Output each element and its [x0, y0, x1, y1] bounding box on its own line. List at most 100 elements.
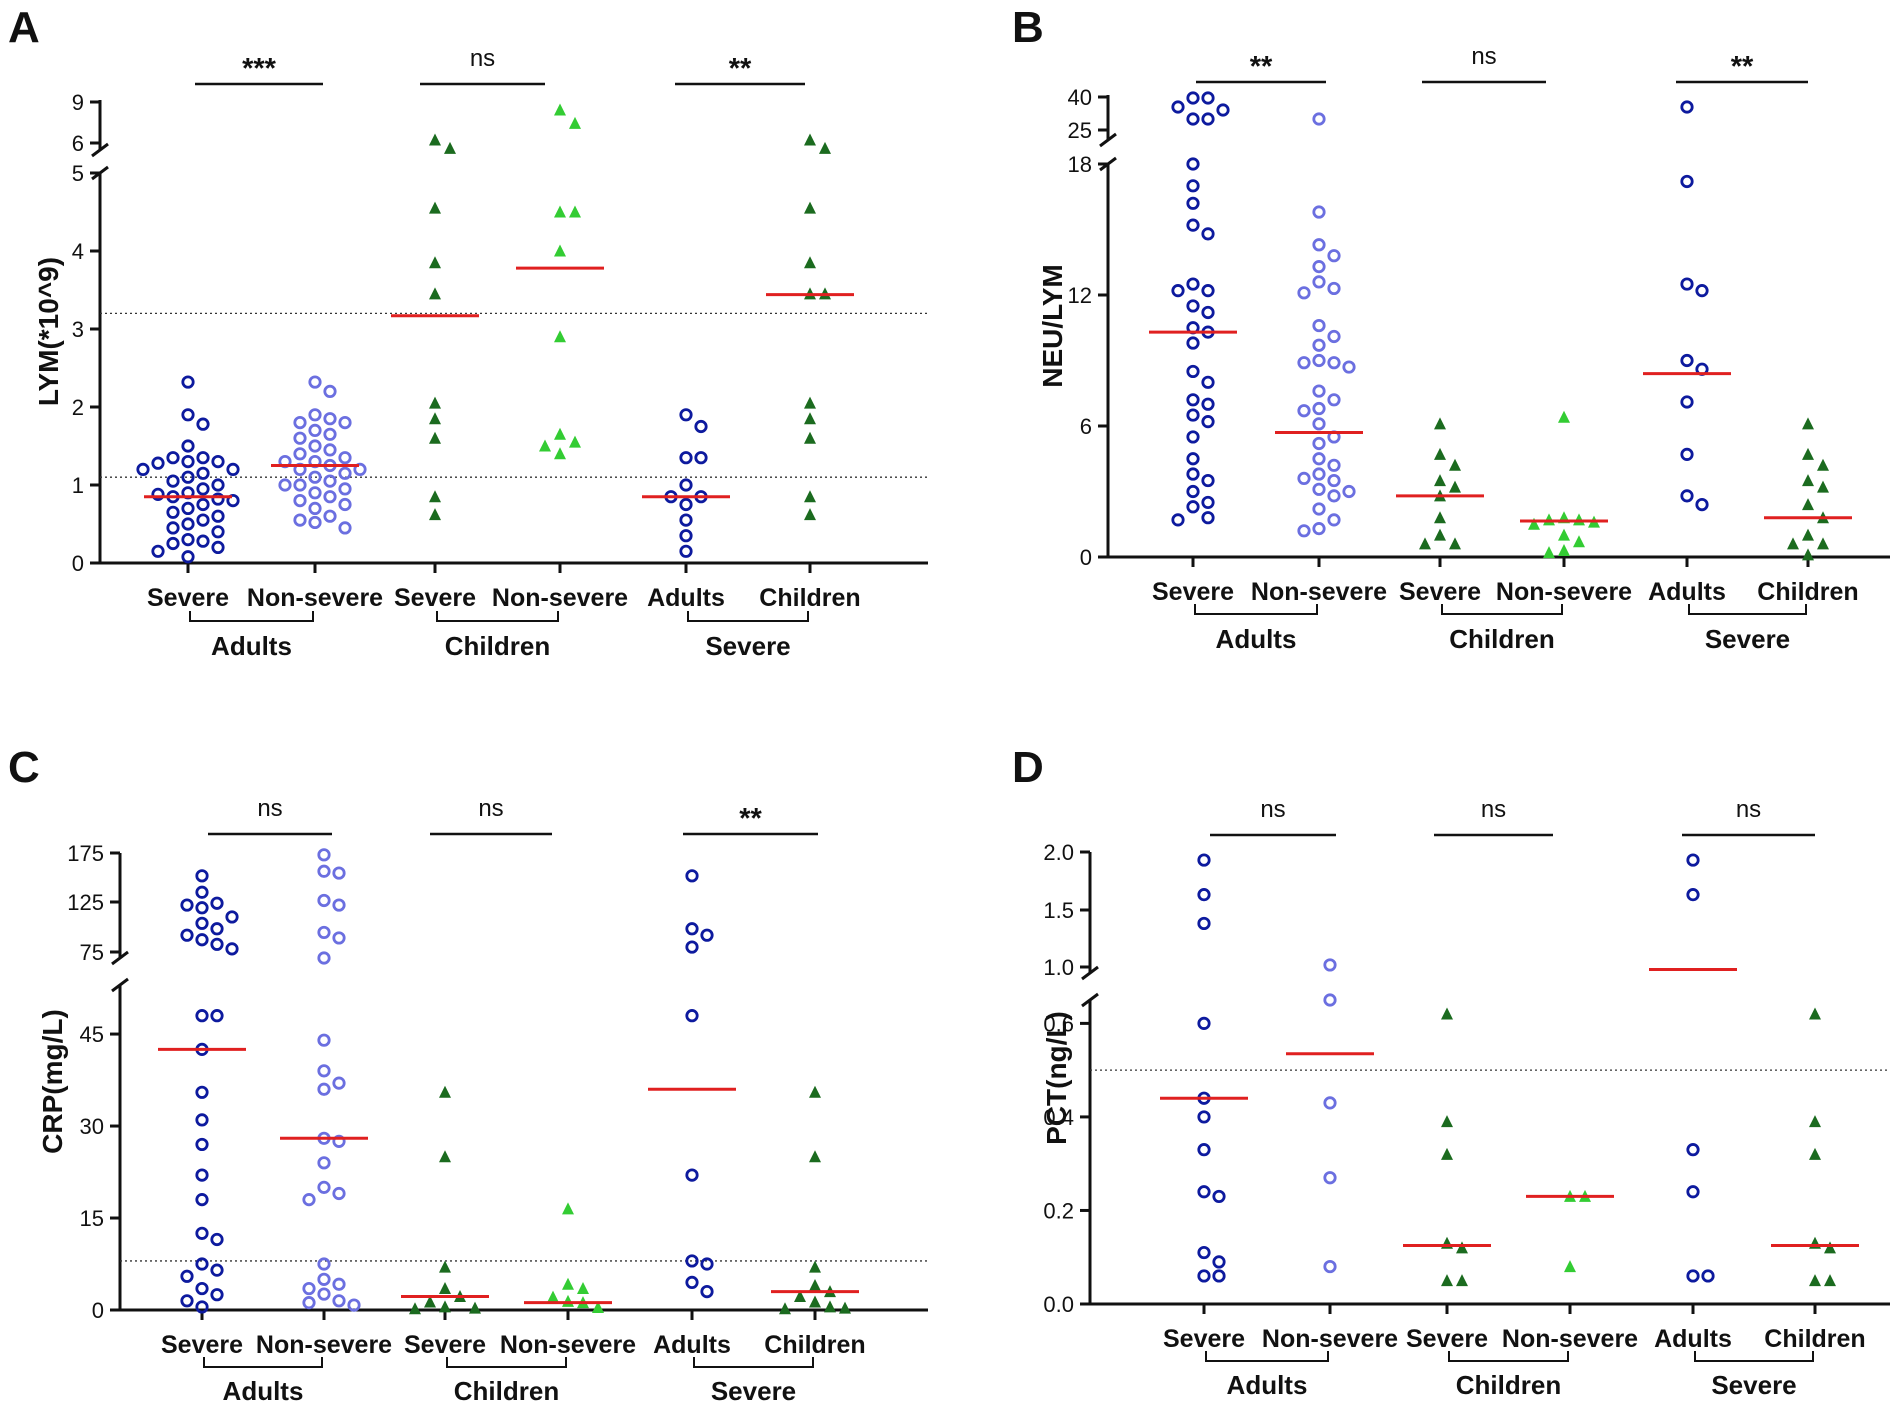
- data-point: [1558, 543, 1570, 556]
- data-point: [554, 205, 566, 218]
- data-point: [700, 928, 714, 942]
- data-point: [317, 1064, 331, 1078]
- data-point: [317, 893, 331, 908]
- data-point: [1327, 513, 1341, 527]
- data-point: [444, 141, 456, 154]
- data-point: [685, 922, 699, 936]
- data-point: [1197, 1110, 1211, 1124]
- panel-letter: B: [1012, 3, 1044, 52]
- y-tick-label: 15: [80, 1206, 104, 1231]
- series-2: [1286, 958, 1374, 1274]
- data-point: [809, 1295, 821, 1308]
- y-tick-label: 25: [1068, 118, 1092, 143]
- group-bracket: [687, 611, 809, 622]
- data-point: [694, 451, 708, 465]
- data-point: [293, 431, 307, 445]
- series-4: [1520, 410, 1608, 559]
- data-point: [554, 330, 566, 343]
- significance-label: ns: [1736, 796, 1761, 823]
- data-point: [1312, 467, 1326, 481]
- data-point: [195, 1113, 209, 1127]
- data-point: [332, 1134, 346, 1148]
- data-point: [1201, 495, 1215, 510]
- data-point: [1197, 1269, 1211, 1283]
- panel-b: B NEU/LYM 0 6 12 18 25 40 Severe Non-severe Severe…: [1012, 3, 1890, 654]
- series-3: [1403, 1007, 1491, 1287]
- data-point: [839, 1301, 851, 1314]
- data-point: [1171, 284, 1185, 298]
- data-point: [332, 1294, 346, 1308]
- data-point: [225, 910, 239, 924]
- data-point: [210, 896, 224, 910]
- data-point: [196, 482, 210, 496]
- data-point: [429, 287, 441, 300]
- data-point: [278, 478, 292, 492]
- data-point: [1186, 500, 1200, 514]
- x-category-label: Adults: [1654, 1325, 1732, 1353]
- data-point: [1323, 1096, 1337, 1110]
- data-point: [1186, 157, 1200, 171]
- y-tick-label: 1.0: [1043, 955, 1074, 980]
- group-label: Adults: [223, 1376, 304, 1406]
- data-point: [1186, 112, 1200, 126]
- data-point: [1680, 353, 1694, 368]
- data-point: [1327, 458, 1341, 472]
- data-point: [1186, 393, 1200, 407]
- data-point: [1197, 1016, 1211, 1030]
- data-point: [1802, 447, 1814, 460]
- significance-label: **: [729, 53, 752, 85]
- data-point: [195, 1085, 209, 1099]
- data-point: [1201, 415, 1215, 429]
- data-point: [180, 1269, 194, 1283]
- y-tick-label: 4: [72, 239, 84, 264]
- y-axis-label: LYM(*10^9): [33, 257, 64, 406]
- series-4: [1526, 1189, 1614, 1273]
- axis-break-mark: [1081, 992, 1099, 1008]
- data-point: [1787, 537, 1799, 550]
- panel-c: C CRP(mg/L) 0 15 30 45 75 125 175 Severe Non-sever…: [8, 743, 928, 1406]
- group-bracket: [1194, 604, 1318, 615]
- x-category-label: Children: [759, 584, 860, 612]
- data-point: [1434, 528, 1446, 541]
- y-tick-label: 6: [72, 131, 84, 156]
- data-point: [1197, 853, 1211, 867]
- significance-label: ns: [257, 795, 282, 822]
- group-bracket: [1694, 1351, 1814, 1362]
- data-point: [554, 427, 566, 440]
- data-point: [1197, 888, 1211, 902]
- data-point: [1686, 1269, 1700, 1283]
- data-point: [1327, 356, 1341, 370]
- data-point: [1323, 1259, 1337, 1274]
- data-point: [1186, 467, 1200, 481]
- data-point: [409, 1302, 421, 1315]
- data-point: [547, 1290, 559, 1303]
- data-point: [679, 497, 693, 512]
- data-point: [293, 447, 307, 461]
- data-point: [429, 412, 441, 425]
- x-category-label: Severe: [404, 1331, 486, 1359]
- data-point: [332, 1186, 346, 1201]
- data-point: [1312, 260, 1326, 274]
- data-point: [195, 1281, 209, 1296]
- data-point: [195, 901, 209, 915]
- data-point: [323, 384, 337, 398]
- data-point: [1186, 179, 1200, 193]
- data-point: [323, 412, 337, 426]
- data-point: [1441, 1115, 1453, 1128]
- y-tick-label: 6: [1080, 414, 1092, 439]
- series-5: [1649, 853, 1737, 1283]
- data-point: [429, 431, 441, 444]
- data-point: [195, 1300, 209, 1314]
- data-point: [151, 544, 165, 558]
- data-point: [1186, 484, 1200, 499]
- group-label: Adults: [1216, 624, 1297, 654]
- data-point: [1802, 528, 1814, 541]
- y-tick-label: 0: [72, 551, 84, 576]
- data-point: [554, 244, 566, 257]
- data-point: [1573, 513, 1585, 526]
- data-point: [694, 419, 708, 434]
- data-point: [1201, 284, 1215, 298]
- data-point: [1680, 174, 1694, 189]
- data-point: [794, 1290, 806, 1303]
